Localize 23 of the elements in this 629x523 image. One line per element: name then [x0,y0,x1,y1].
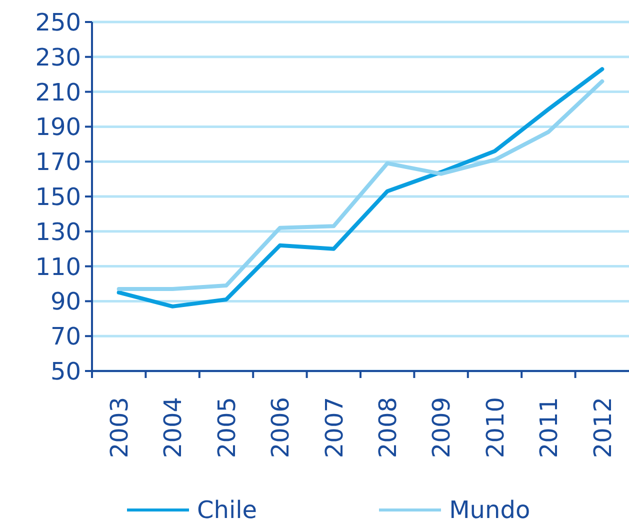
x-tick-label: 2003 [105,397,134,458]
y-tick-label: 90 [50,288,81,316]
x-tick-label: 2005 [212,397,241,458]
y-tick-label: 170 [35,148,81,176]
y-tick-label: 210 [35,78,81,106]
y-tick-label: 130 [35,218,81,246]
x-tick-label: 2004 [159,397,188,458]
y-tick-label: 70 [50,322,81,351]
x-tick-label: 2012 [588,397,617,458]
x-tick-label: 2006 [266,397,295,458]
x-tick-label: 2011 [535,397,564,458]
y-tick-label: 50 [50,358,81,386]
y-tick-label: 150 [35,183,81,212]
legend-label: Mundo [449,496,530,523]
y-tick-label: 190 [35,113,81,142]
legend-label: Chile [197,496,258,523]
y-tick-label: 110 [35,252,81,281]
x-tick-label: 2010 [481,397,510,458]
x-tick-label: 2007 [320,397,348,458]
y-tick-label: 250 [35,8,81,37]
x-tick-label: 2008 [374,397,402,458]
x-tick-label: 2009 [428,397,456,458]
y-tick-label: 230 [35,43,81,72]
